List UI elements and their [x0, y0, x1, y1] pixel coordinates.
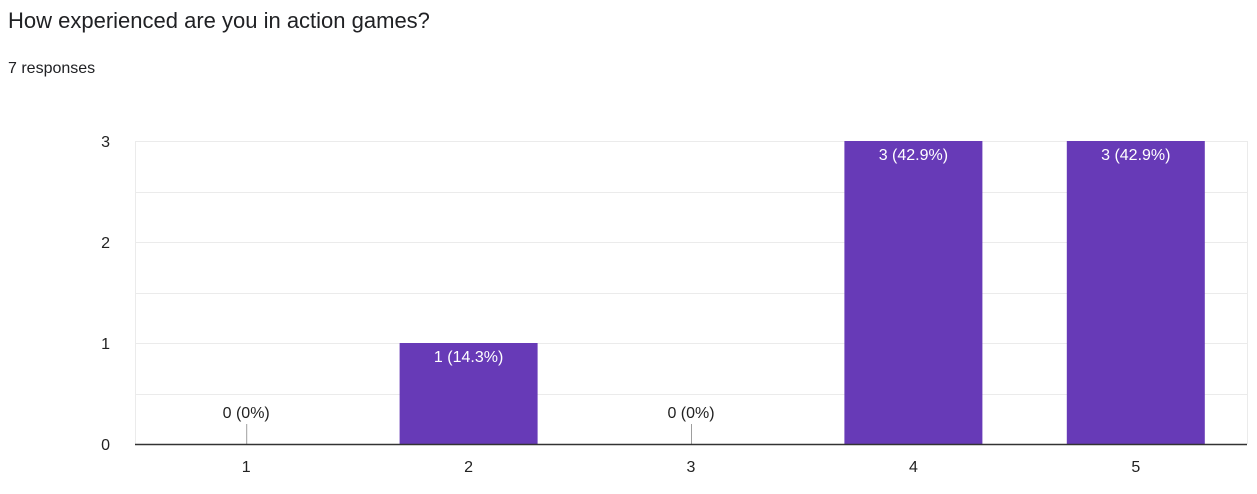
bar-data-label: 3 (42.9%) — [1101, 147, 1170, 164]
bar — [399, 343, 538, 444]
question-title: How experienced are you in action games? — [8, 8, 430, 33]
bar — [1066, 141, 1205, 444]
y-tick-label: 1 — [101, 336, 110, 353]
grid-lines — [135, 141, 1248, 444]
bars — [246, 141, 1205, 444]
bar — [844, 141, 983, 444]
y-tick-label: 0 — [101, 437, 110, 454]
x-tick-label: 2 — [464, 459, 473, 476]
axes: 0 1 2 3 1 2 3 4 5 — [101, 134, 1247, 476]
bar-data-label: 3 (42.9%) — [879, 147, 948, 164]
x-tick-label: 4 — [909, 459, 918, 476]
bar-data-label: 0 (0%) — [667, 405, 714, 422]
bar-data-label: 0 (0%) — [223, 405, 270, 422]
y-tick-label: 3 — [101, 134, 110, 151]
data-labels: 0 (0%) 1 (14.3%) 0 (0%) 3 (42.9%) 3 (42.9%) — [223, 147, 1171, 422]
x-tick-label: 5 — [1131, 459, 1140, 476]
x-tick-label: 1 — [242, 459, 251, 476]
y-tick-label: 2 — [101, 235, 110, 252]
x-tick-label: 3 — [687, 459, 696, 476]
bar-data-label: 1 (14.3%) — [434, 349, 503, 366]
response-count: 7 responses — [8, 60, 96, 77]
